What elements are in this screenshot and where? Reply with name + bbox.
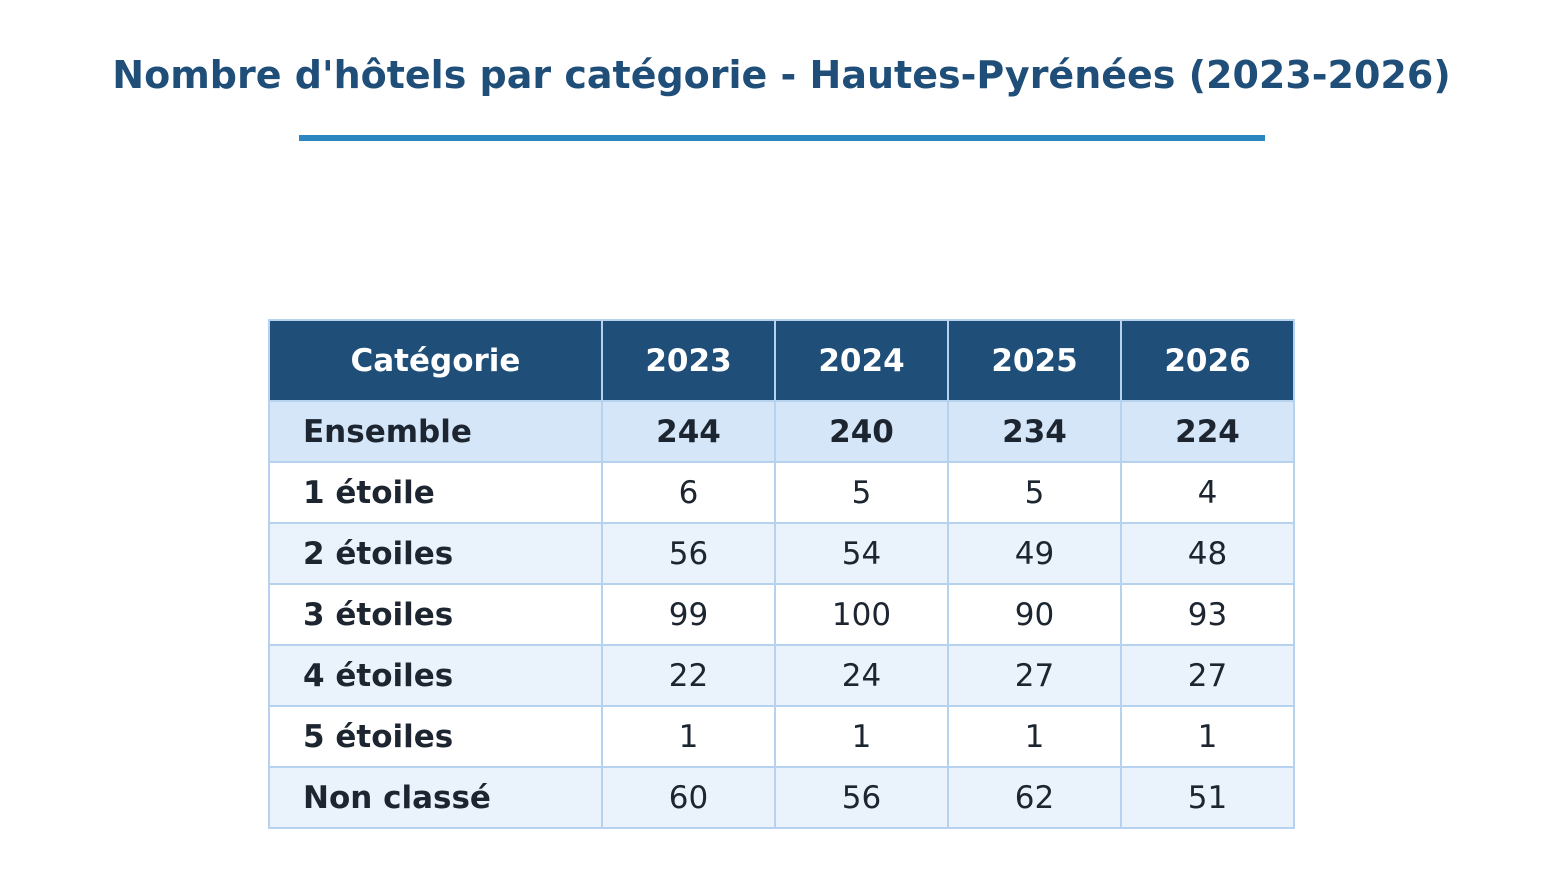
cell-value: 5 bbox=[947, 461, 1122, 524]
cell-value: 244 bbox=[601, 400, 776, 463]
cell-value: 56 bbox=[774, 766, 949, 829]
cell-value: 62 bbox=[947, 766, 1122, 829]
cell-value: 1 bbox=[774, 705, 949, 768]
cell-value: 56 bbox=[601, 522, 776, 585]
cell-value: 99 bbox=[601, 583, 776, 646]
table-header-row: Catégorie 2023 2024 2025 2026 bbox=[268, 319, 1295, 402]
hotel-category-table: Catégorie 2023 2024 2025 2026 Ensemble 24… bbox=[268, 319, 1295, 829]
row-label: 3 étoiles bbox=[268, 583, 603, 646]
header-year-2025: 2025 bbox=[947, 319, 1122, 402]
cell-value: 24 bbox=[774, 644, 949, 707]
row-label: 5 étoiles bbox=[268, 705, 603, 768]
cell-value: 234 bbox=[947, 400, 1122, 463]
table-row: 5 étoiles 1 1 1 1 bbox=[268, 705, 1295, 768]
cell-value: 1 bbox=[1120, 705, 1295, 768]
header-year-2024: 2024 bbox=[774, 319, 949, 402]
cell-value: 22 bbox=[601, 644, 776, 707]
row-label: 1 étoile bbox=[268, 461, 603, 524]
cell-value: 27 bbox=[1120, 644, 1295, 707]
header-year-2023: 2023 bbox=[601, 319, 776, 402]
cell-value: 240 bbox=[774, 400, 949, 463]
cell-value: 224 bbox=[1120, 400, 1295, 463]
title-underline bbox=[299, 135, 1265, 141]
cell-value: 49 bbox=[947, 522, 1122, 585]
table-row: 4 étoiles 22 24 27 27 bbox=[268, 644, 1295, 707]
cell-value: 27 bbox=[947, 644, 1122, 707]
table-row: 1 étoile 6 5 5 4 bbox=[268, 461, 1295, 524]
table-body: Ensemble 244 240 234 224 1 étoile 6 5 5 4 2 étoile… bbox=[268, 400, 1295, 829]
table-row: 3 étoiles 99 100 90 93 bbox=[268, 583, 1295, 646]
row-label: 4 étoiles bbox=[268, 644, 603, 707]
chart-title: Nombre d'hôtels par catégorie - Hautes-P… bbox=[112, 53, 1451, 97]
table-row: 2 étoiles 56 54 49 48 bbox=[268, 522, 1295, 585]
row-label: Non classé bbox=[268, 766, 603, 829]
table-row: Ensemble 244 240 234 224 bbox=[268, 400, 1295, 463]
cell-value: 100 bbox=[774, 583, 949, 646]
cell-value: 60 bbox=[601, 766, 776, 829]
cell-value: 1 bbox=[947, 705, 1122, 768]
cell-value: 1 bbox=[601, 705, 776, 768]
cell-value: 48 bbox=[1120, 522, 1295, 585]
header-year-2026: 2026 bbox=[1120, 319, 1295, 402]
row-label: 2 étoiles bbox=[268, 522, 603, 585]
table-row: Non classé 60 56 62 51 bbox=[268, 766, 1295, 829]
cell-value: 6 bbox=[601, 461, 776, 524]
header-category: Catégorie bbox=[268, 319, 603, 402]
cell-value: 90 bbox=[947, 583, 1122, 646]
cell-value: 51 bbox=[1120, 766, 1295, 829]
cell-value: 4 bbox=[1120, 461, 1295, 524]
cell-value: 93 bbox=[1120, 583, 1295, 646]
cell-value: 5 bbox=[774, 461, 949, 524]
row-label: Ensemble bbox=[268, 400, 603, 463]
cell-value: 54 bbox=[774, 522, 949, 585]
